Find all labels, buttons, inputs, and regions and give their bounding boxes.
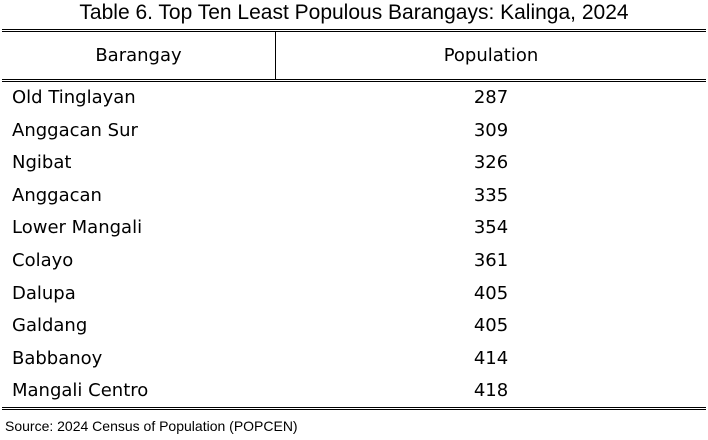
- barangay-name: Anggacan: [12, 184, 102, 206]
- rule: [2, 409, 706, 410]
- barangay-name: Colayo: [12, 250, 74, 271]
- population-value: 414: [473, 347, 509, 369]
- barangay-name: Lower Mangali: [12, 217, 143, 239]
- population-value: 354: [473, 217, 509, 239]
- barangay-name: Galdang: [12, 315, 88, 337]
- source-note: Source: 2024 Census of Population (POPCE…: [5, 418, 298, 434]
- rule: [2, 29, 706, 30]
- barangay-name: Anggacan Sur: [12, 119, 138, 141]
- population-value: 326: [473, 152, 509, 174]
- population-value: 405: [473, 315, 509, 337]
- population-value: 309: [473, 119, 509, 141]
- table-title: Table 6. Top Ten Least Populous Barangay…: [79, 1, 629, 24]
- column-header: Barangay: [95, 45, 182, 66]
- rule: [2, 407, 706, 408]
- barangay-name: Dalupa: [12, 282, 76, 304]
- barangay-name: Old Tinglayan: [12, 87, 136, 108]
- population-value: 405: [473, 282, 509, 304]
- rule: [2, 79, 706, 80]
- barangay-name: Ngibat: [12, 152, 72, 174]
- column-divider: [275, 32, 276, 80]
- population-value: 361: [473, 250, 509, 271]
- barangay-name: Babbanoy: [12, 347, 103, 369]
- column-header: Population: [443, 45, 539, 66]
- population-value: 287: [473, 87, 509, 108]
- rule: [2, 81, 706, 82]
- population-value: 418: [473, 380, 509, 402]
- barangay-name: Mangali Centro: [12, 380, 149, 402]
- population-value: 335: [473, 184, 509, 206]
- rule: [2, 31, 706, 32]
